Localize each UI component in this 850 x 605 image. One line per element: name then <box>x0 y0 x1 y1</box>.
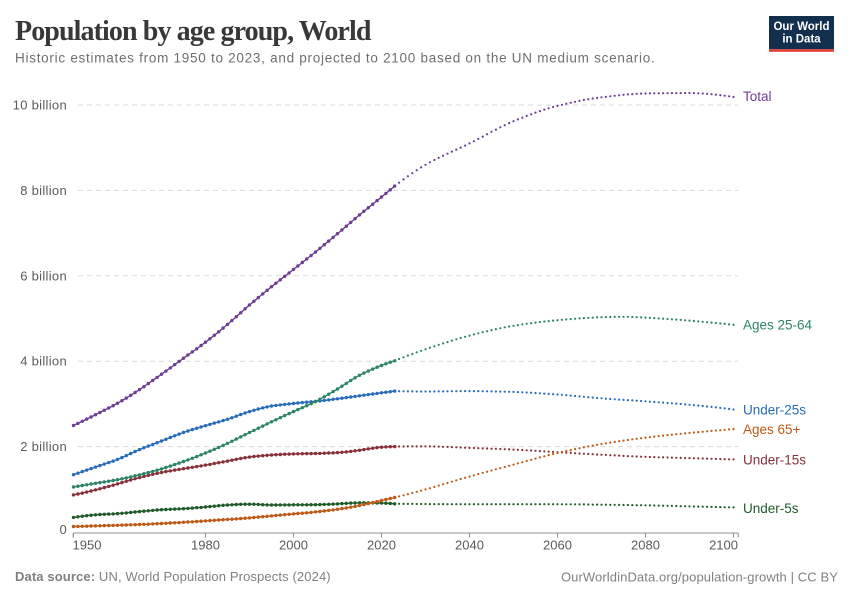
svg-text:Total: Total <box>743 89 772 104</box>
svg-text:10 billion: 10 billion <box>13 98 67 113</box>
svg-text:6 billion: 6 billion <box>20 268 67 283</box>
svg-text:Under-25s: Under-25s <box>743 403 806 418</box>
svg-text:Data source: UN, World Populat: Data source: UN, World Population Prospe… <box>15 569 331 584</box>
svg-text:Ages 65+: Ages 65+ <box>743 422 801 437</box>
svg-text:4 billion: 4 billion <box>20 354 67 369</box>
svg-text:Under-5s: Under-5s <box>743 501 799 516</box>
svg-text:1950: 1950 <box>73 538 102 553</box>
svg-text:Ages 25-64: Ages 25-64 <box>743 318 813 333</box>
svg-text:Population by age group, World: Population by age group, World <box>15 16 372 47</box>
svg-text:Under-15s: Under-15s <box>743 453 806 468</box>
svg-text:2080: 2080 <box>631 538 660 553</box>
svg-text:0: 0 <box>59 522 67 537</box>
svg-text:1980: 1980 <box>191 538 220 553</box>
svg-text:2100: 2100 <box>709 538 738 553</box>
svg-text:2040: 2040 <box>455 538 484 553</box>
svg-text:2 billion: 2 billion <box>20 439 67 454</box>
svg-text:2000: 2000 <box>279 538 308 553</box>
svg-text:Historic estimates from 1950 t: Historic estimates from 1950 to 2023, an… <box>15 51 655 66</box>
svg-text:in Data: in Data <box>782 34 821 46</box>
svg-text:OurWorldinData.org/population-: OurWorldinData.org/population-growth | C… <box>561 570 838 585</box>
svg-text:Our World: Our World <box>773 21 829 33</box>
svg-text:2020: 2020 <box>367 538 396 553</box>
svg-text:2060: 2060 <box>543 538 572 553</box>
svg-text:8 billion: 8 billion <box>20 183 67 198</box>
